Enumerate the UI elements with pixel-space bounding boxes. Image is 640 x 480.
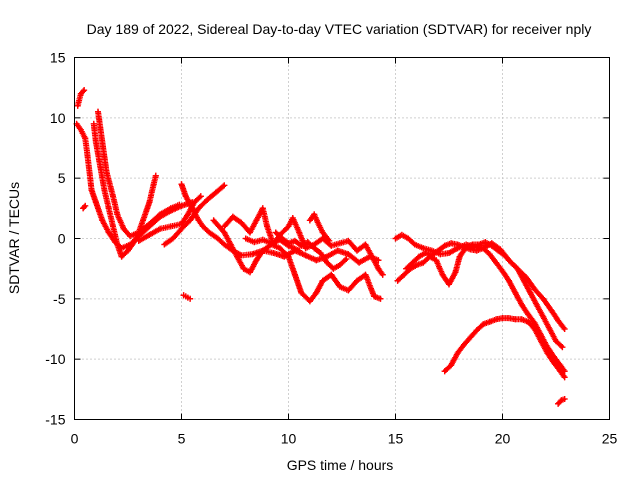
series-arc-l — [272, 229, 350, 272]
series-arc-c — [90, 120, 159, 260]
series-trace — [555, 396, 568, 407]
series-arc-s — [555, 396, 568, 407]
series-arc-m — [242, 235, 303, 254]
series-trace — [221, 205, 386, 278]
series-trace — [394, 239, 566, 351]
data-series — [73, 87, 568, 407]
series-arc-k — [221, 205, 386, 278]
x-tick-label: 5 — [178, 431, 186, 447]
x-axis-label: GPS time / hours — [287, 457, 394, 473]
y-tick-label: 0 — [58, 231, 66, 247]
x-tick-label: 25 — [602, 431, 618, 447]
axis-ticks: 0 5 10 15 20 25 -15 -10 -5 0 5 10 15 — [45, 50, 617, 447]
series-arc-h — [180, 292, 194, 302]
series-trace — [210, 217, 384, 305]
series-trace — [180, 292, 194, 302]
series-arc-e — [80, 202, 89, 212]
x-tick-label: 10 — [281, 431, 297, 447]
series-trace — [95, 108, 183, 240]
y-tick-label: -5 — [53, 291, 66, 307]
series-trace — [306, 211, 333, 244]
series-trace — [80, 202, 89, 212]
series-arc-b — [74, 87, 88, 109]
series-arc-n — [306, 211, 333, 244]
series-arc-p — [394, 239, 566, 351]
x-tick-label: 0 — [71, 431, 79, 447]
series-arc-i — [178, 181, 382, 266]
y-tick-label: 15 — [50, 50, 66, 66]
y-axis-label: SDTVAR / TECUs — [6, 182, 22, 294]
series-trace — [403, 240, 568, 375]
series-trace — [90, 120, 159, 260]
y-tick-label: 5 — [58, 170, 66, 186]
series-arc-r — [441, 315, 568, 381]
series-trace — [441, 315, 568, 381]
chart-title: Day 189 of 2022, Sidereal Day-to-day VTE… — [87, 21, 592, 37]
y-tick-label: -10 — [45, 351, 65, 367]
x-tick-label: 20 — [495, 431, 511, 447]
series-arc-d — [95, 108, 183, 240]
series-arc-f — [135, 193, 204, 244]
y-tick-label: 10 — [50, 110, 66, 126]
series-arc-q — [403, 240, 568, 375]
series-trace — [74, 87, 88, 109]
y-tick-label: -15 — [45, 412, 65, 428]
grid — [74, 57, 610, 420]
series-trace — [242, 235, 303, 254]
x-tick-label: 15 — [388, 431, 404, 447]
series-trace — [178, 181, 382, 266]
